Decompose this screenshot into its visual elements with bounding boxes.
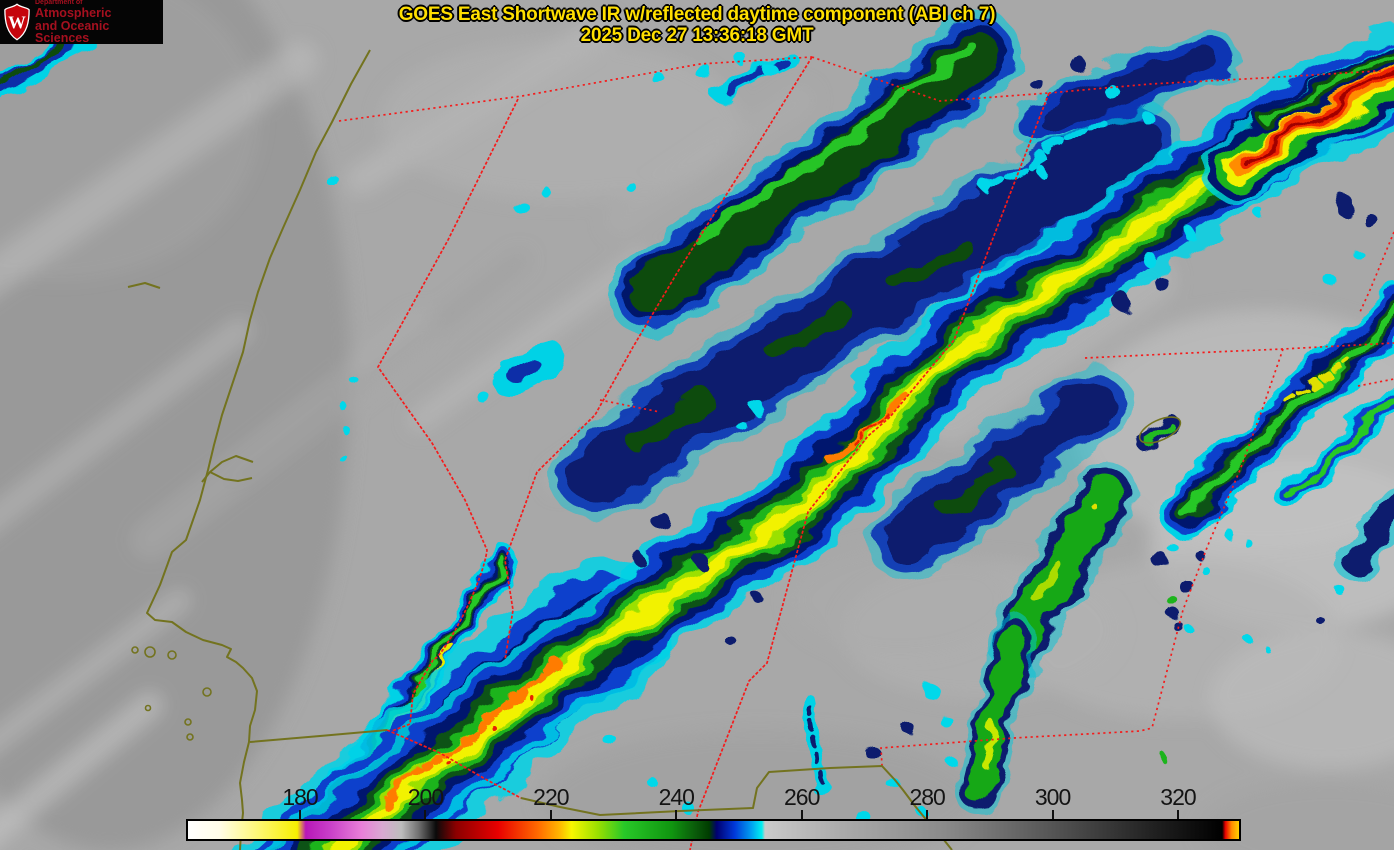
cloud-band-topright-upper	[1256, 40, 1394, 132]
colorbar-tick-mark	[549, 810, 552, 819]
coastline-estuary	[201, 455, 254, 483]
inland-feature-outline	[1138, 416, 1182, 444]
uw-crest-icon: W	[4, 3, 30, 41]
colorbar-tick-label: 260	[784, 784, 820, 810]
temperature-colorbar	[186, 819, 1241, 841]
colorbar-tick-label: 240	[658, 784, 695, 810]
colorbar-tick-mark	[1176, 810, 1179, 819]
coastline-layer	[127, 49, 1182, 850]
colorbar-tick-label: 280	[909, 784, 945, 810]
colorbar-tick-label: 180	[282, 784, 318, 810]
uw-aos-logo: W Department of Atmospheric and Oceanic …	[0, 0, 163, 46]
logo-line-1: Atmospheric	[35, 6, 112, 21]
border-south-olive	[520, 765, 953, 850]
border-diagonal-center	[504, 56, 813, 661]
border-right-edge-upper	[1359, 231, 1394, 313]
colorbar-tick-label: 220	[533, 784, 569, 810]
cloud-darkgreen-band	[609, 10, 1021, 338]
cloud-navy-mass	[548, 96, 1182, 522]
political-borders	[338, 56, 1394, 850]
border-east-diagonal	[1151, 348, 1284, 729]
logo-department-label: Department of	[35, 0, 83, 7]
border-right-edge-lower	[1357, 378, 1394, 387]
cloud-right-edge-bits	[1273, 383, 1394, 579]
border-north-dotted-2	[811, 56, 1050, 102]
colorbar-tick-mark	[424, 810, 427, 819]
colorbar-tick-label: 200	[407, 784, 444, 810]
cloud-cyan-streaks-bottom	[493, 342, 826, 795]
coastal-islands	[131, 646, 212, 741]
border-diagonal-west	[376, 98, 519, 732]
cloud-green-mass	[955, 462, 1138, 815]
logo-line-2: and Oceanic Sciences	[35, 18, 110, 46]
border-inland-straight	[249, 729, 388, 743]
cloud-band-red-core	[1202, 41, 1394, 203]
border-south-horizontal	[880, 727, 1153, 767]
colorbar-tick-label: 300	[1034, 784, 1071, 810]
border-diagonal-east	[689, 92, 1050, 850]
border-north-dotted-3	[1048, 69, 1394, 94]
cloud-cyan-specks	[322, 54, 1361, 823]
title-line-2: 2025 Dec 27 13:36:18 GMT	[580, 25, 814, 46]
image-title: GOES East Shortwave IR w/reflected dayti…	[0, 4, 1394, 46]
border-senegal	[386, 729, 522, 799]
colorbar-tick-mark	[675, 810, 678, 819]
cloud-band-right-mid	[1138, 284, 1394, 539]
colorbar-tick-mark	[299, 810, 301, 819]
cloud-navy-right	[868, 364, 1132, 582]
cloud-bands-layer	[0, 10, 1394, 850]
colorbar-tick-mark	[926, 810, 929, 819]
colorbar-tick-mark	[1051, 810, 1054, 819]
colorbar-tick-label: 320	[1160, 784, 1196, 810]
cloud-navy-specks	[634, 58, 1379, 757]
title-line-1: GOES East Shortwave IR w/reflected dayti…	[398, 4, 996, 25]
cloud-green-specks	[1162, 595, 1177, 764]
border-north-dotted	[338, 56, 813, 122]
colorbar-tick-mark	[800, 810, 803, 819]
border-east-horizontal	[1084, 342, 1394, 359]
cloud-band-main	[262, 29, 1394, 850]
crest-letter: W	[8, 13, 26, 33]
coastline-west-africa	[146, 49, 371, 850]
border-stub-center	[599, 399, 661, 413]
coastline-hook	[127, 282, 161, 289]
